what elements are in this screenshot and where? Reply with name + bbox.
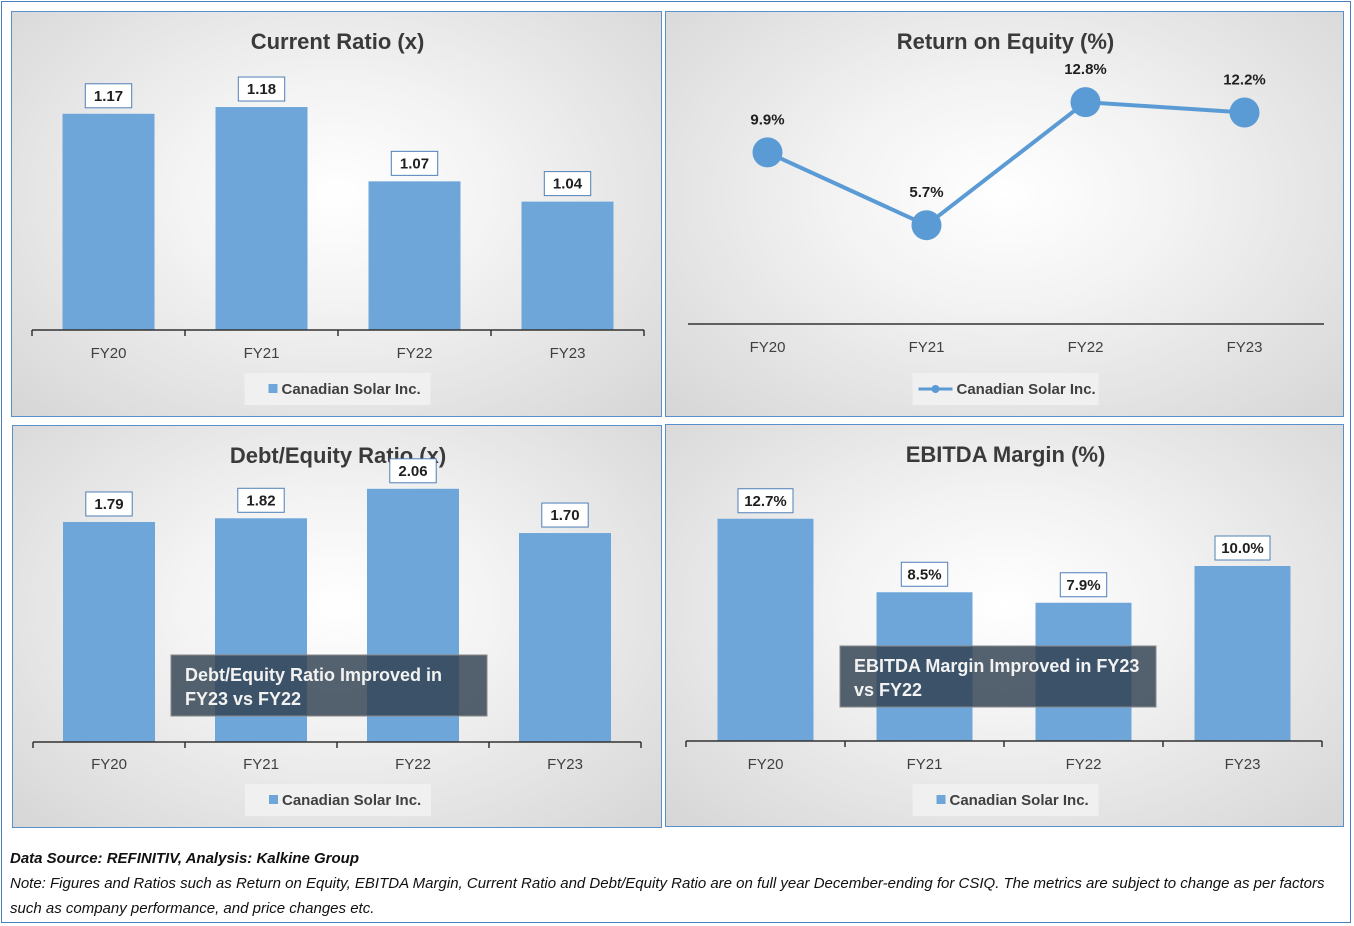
ebitda-margin-chart: EBITDA Margin (%) 12.7% 8.5% 7.9% 10.0% FY20 F…	[665, 424, 1344, 827]
data-source-text: Data Source: REFINITIV, Analysis: Kalkin…	[10, 850, 359, 867]
data-label-fy23-box	[543, 171, 592, 197]
data-label-fy22: 2.06	[398, 463, 427, 480]
data-label-fy23: 12.2%	[1223, 72, 1266, 89]
bar-fy23	[521, 201, 614, 330]
data-label-fy23-box	[541, 502, 589, 528]
debt-equity-ratio-svg: Debt/Equity Ratio (x)1.79 1.822.061.70FY2…	[32, 443, 642, 816]
tick-label-fy23: FY23	[1227, 339, 1263, 356]
tick-label-fy21: FY21	[907, 756, 943, 773]
note-text: Note: Figures and Ratios such as Return …	[10, 875, 1325, 917]
data-label-fy21: 5.7%	[909, 184, 943, 201]
data-label-fy20: 9.9%	[750, 111, 784, 128]
tick-label-fy20: FY20	[91, 345, 127, 362]
tick-label-fy21: FY21	[244, 345, 280, 362]
bar-fy20	[62, 113, 155, 330]
data-label-fy23: 10.0%	[1221, 540, 1264, 557]
bar-fy20	[63, 521, 155, 742]
bar-fy21	[215, 107, 308, 330]
bar-fy23	[519, 533, 611, 742]
tick-label-fy22: FY22	[395, 756, 431, 773]
data-label-fy22: 1.07	[400, 155, 429, 172]
tick-label-fy23: FY23	[550, 345, 586, 362]
legend-label: Canadian Solar Inc.	[950, 792, 1089, 809]
legend-swatch-icon	[936, 795, 946, 804]
data-label-fy22-box	[1059, 572, 1108, 598]
data-label-fy20-box	[85, 491, 133, 517]
chart-title: EBITDA Margin (%)	[906, 442, 1106, 467]
tick-label-fy23: FY23	[547, 756, 583, 773]
data-label-fy21-box	[237, 76, 286, 102]
point-fy22	[1070, 87, 1101, 118]
tick-label-fy20: FY20	[91, 756, 127, 773]
data-label-fy21: 1.82	[246, 492, 275, 509]
annotation-text: EBITDA Margin Improved in FY23 vs FY22	[854, 656, 1139, 700]
annotation-box	[839, 645, 1157, 708]
tick-label-fy20: FY20	[748, 756, 784, 773]
annotation-text: Debt/Equity Ratio Improved in FY23 vs FY2…	[185, 665, 442, 709]
data-label-fy21-box	[900, 561, 949, 587]
tick-label-fy23: FY23	[1225, 756, 1261, 773]
data-label-fy21: 8.5%	[907, 566, 941, 583]
chart-title: Return on Equity (%)	[897, 29, 1115, 54]
data-label-fy23: 1.04	[553, 176, 583, 193]
tick-label-fy20: FY20	[750, 339, 786, 356]
data-label-fy20: 12.7%	[744, 493, 787, 510]
data-label-fy20-box	[737, 488, 794, 514]
point-fy20	[752, 137, 783, 168]
legend-label: Canadian Solar Inc.	[282, 381, 421, 398]
point-fy21	[911, 210, 942, 241]
data-label-fy22: 12.8%	[1064, 61, 1107, 78]
data-label-fy22-box	[389, 458, 437, 484]
data-label-fy23-box	[1214, 535, 1271, 561]
legend-swatch-icon	[268, 384, 278, 393]
tick-label-fy21: FY21	[243, 756, 279, 773]
footer: Data Source: REFINITIV, Analysis: Kalkin…	[10, 846, 1340, 921]
data-label-fy22: 7.9%	[1066, 577, 1100, 594]
legend-marker-icon	[931, 385, 940, 393]
current-ratio-chart: Current Ratio (x) 1.17 1.18 1.07 1.04 FY20 FY2…	[11, 11, 662, 417]
tick-label-fy22: FY22	[1068, 339, 1104, 356]
bar-fy20	[717, 518, 814, 741]
point-fy23	[1229, 97, 1260, 128]
data-label-fy20-box	[84, 83, 133, 109]
tick-label-fy22: FY22	[397, 345, 433, 362]
return-on-equity-svg: Return on Equity (%) 9.9% 5.7% 12.8% 12.2% FY…	[688, 29, 1324, 405]
data-label-fy23: 1.70	[550, 507, 579, 524]
bar-fy23	[1194, 566, 1291, 741]
data-label-fy20: 1.79	[94, 496, 123, 513]
debt-equity-ratio-chart: Debt/Equity Ratio (x) 1.79 1.82 2.06 1.70 FY2…	[12, 425, 662, 828]
legend-label: Canadian Solar Inc.	[957, 381, 1096, 398]
legend-label: Canadian Solar Inc.	[282, 792, 421, 809]
tick-label-fy21: FY21	[909, 339, 945, 356]
current-ratio-svg: Current Ratio (x) 1.17 1.18 1.07 1.04 FY20 FY2…	[31, 29, 645, 405]
tick-label-fy22: FY22	[1066, 756, 1102, 773]
ebitda-margin-svg: EBITDA Margin (%) 12.7% 8.5% 7.9% 10.0% FY20 F…	[685, 442, 1323, 816]
data-label-fy21-box	[237, 487, 285, 513]
return-on-equity-chart: Return on Equity (%) 9.9% 5.7% 12.8% 12.2% FY…	[665, 11, 1344, 417]
data-label-fy21: 1.18	[247, 81, 276, 98]
series-line	[766, 100, 1245, 228]
chart-title: Current Ratio (x)	[251, 29, 425, 54]
data-label-fy22-box	[390, 150, 439, 176]
bar-fy22	[368, 181, 461, 330]
data-label-fy20: 1.17	[94, 88, 123, 105]
legend-swatch-icon	[269, 795, 278, 804]
annotation-box	[170, 654, 488, 717]
